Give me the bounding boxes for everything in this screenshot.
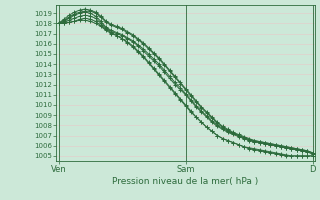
X-axis label: Pression niveau de la mer( hPa ): Pression niveau de la mer( hPa ) — [112, 177, 259, 186]
